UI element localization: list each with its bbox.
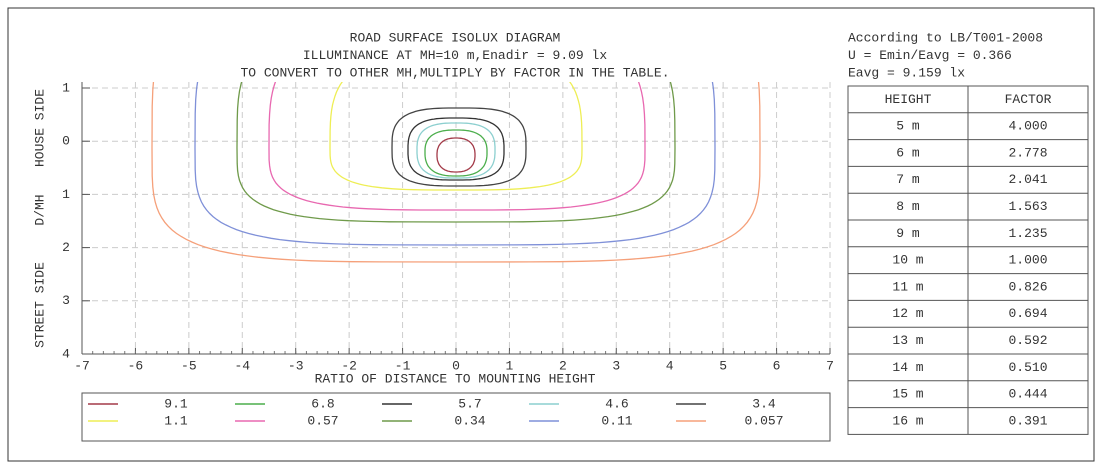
legend-label: 9.1 xyxy=(164,396,188,411)
x-tick-label: 2 xyxy=(559,358,567,373)
x-tick-label: 7 xyxy=(826,358,834,373)
isolux-contour xyxy=(436,137,476,173)
y-tick-label: 2 xyxy=(62,240,70,255)
table-cell: 0.510 xyxy=(1008,360,1047,375)
table-header: FACTOR xyxy=(1005,92,1052,107)
legend-label: 3.4 xyxy=(752,396,776,411)
legend-label: 0.11 xyxy=(601,413,632,428)
x-tick-label: -1 xyxy=(395,358,411,373)
table-cell: 6 m xyxy=(896,145,920,160)
isolux-contour xyxy=(329,82,583,191)
outer-border xyxy=(7,7,1095,462)
info-line: According to LB/T001-2008 xyxy=(848,30,1043,45)
y-axis-label: D/MH xyxy=(32,194,47,225)
y-axis-label: STREET SIDE xyxy=(32,262,47,348)
isolux-contour xyxy=(151,82,761,263)
table-cell: 2.041 xyxy=(1008,172,1047,187)
table-cell: 0.694 xyxy=(1008,306,1047,321)
legend-label: 5.7 xyxy=(458,396,481,411)
table-cell: 1.563 xyxy=(1008,199,1047,214)
legend-label: 0.34 xyxy=(454,413,485,428)
x-tick-label: 6 xyxy=(773,358,781,373)
x-tick-label: -4 xyxy=(234,358,250,373)
info-line: U = Emin/Eavg = 0.366 xyxy=(848,48,1012,63)
title-line: ILLUMINANCE AT MH=10 m,Enadir = 9.09 lx xyxy=(303,48,607,63)
table-cell: 14 m xyxy=(892,360,923,375)
y-tick-label: 3 xyxy=(62,293,70,308)
isolux-contour xyxy=(268,82,646,211)
y-tick-label: 0 xyxy=(62,134,70,149)
table-cell: 0.592 xyxy=(1008,333,1047,348)
table-cell: 5 m xyxy=(896,119,920,134)
legend-label: 4.6 xyxy=(605,396,628,411)
isolux-contour xyxy=(391,107,527,187)
table-cell: 10 m xyxy=(892,253,923,268)
table-cell: 8 m xyxy=(896,199,920,214)
table-cell: 13 m xyxy=(892,333,923,348)
contours xyxy=(151,82,761,263)
table-cell: 9 m xyxy=(896,226,920,241)
table-cell: 0.444 xyxy=(1008,387,1047,402)
x-tick-label: -2 xyxy=(341,358,357,373)
x-tick-label: -3 xyxy=(288,358,304,373)
x-tick-label: -7 xyxy=(74,358,90,373)
table-cell: 7 m xyxy=(896,172,920,187)
table-header: HEIGHT xyxy=(885,92,932,107)
table-cell: 0.391 xyxy=(1008,413,1047,428)
x-tick-label: 1 xyxy=(506,358,514,373)
table-cell: 2.778 xyxy=(1008,145,1047,160)
x-tick-label: 3 xyxy=(612,358,620,373)
table-cell: 11 m xyxy=(892,279,923,294)
table-cell: 4.000 xyxy=(1008,119,1047,134)
table-cell: 0.826 xyxy=(1008,279,1047,294)
y-tick-label: 1 xyxy=(62,80,70,95)
title-line: TO CONVERT TO OTHER MH,MULTIPLY BY FACTO… xyxy=(240,65,669,80)
table-cell: 15 m xyxy=(892,387,923,402)
table-cell: 12 m xyxy=(892,306,923,321)
y-axis-label: HOUSE SIDE xyxy=(32,89,47,167)
x-tick-label: 5 xyxy=(719,358,727,373)
isolux-contour xyxy=(407,117,505,181)
y-tick-label: 1 xyxy=(62,187,70,202)
x-tick-label: -5 xyxy=(181,358,197,373)
legend-box xyxy=(81,392,831,442)
x-axis-label: RATIO OF DISTANCE TO MOUNTING HEIGHT xyxy=(315,371,596,386)
table-cell: 1.235 xyxy=(1008,226,1047,241)
x-tick-label: -6 xyxy=(128,358,144,373)
x-tick-label: 0 xyxy=(452,358,460,373)
table-cell: 16 m xyxy=(892,413,923,428)
legend-label: 0.57 xyxy=(307,413,338,428)
title-line: ROAD SURFACE ISOLUX DIAGRAM xyxy=(350,30,561,45)
isolux-contour xyxy=(416,122,496,179)
isolux-contour xyxy=(236,82,676,223)
isolux-contour xyxy=(194,82,716,246)
legend-label: 1.1 xyxy=(164,413,188,428)
x-tick-label: 4 xyxy=(666,358,674,373)
isolux-contour xyxy=(424,129,488,177)
legend-label: 0.057 xyxy=(744,413,783,428)
info-line: Eavg = 9.159 lx xyxy=(848,65,965,80)
legend-label: 6.8 xyxy=(311,396,334,411)
table-cell: 1.000 xyxy=(1008,253,1047,268)
y-tick-label: 4 xyxy=(62,346,70,361)
